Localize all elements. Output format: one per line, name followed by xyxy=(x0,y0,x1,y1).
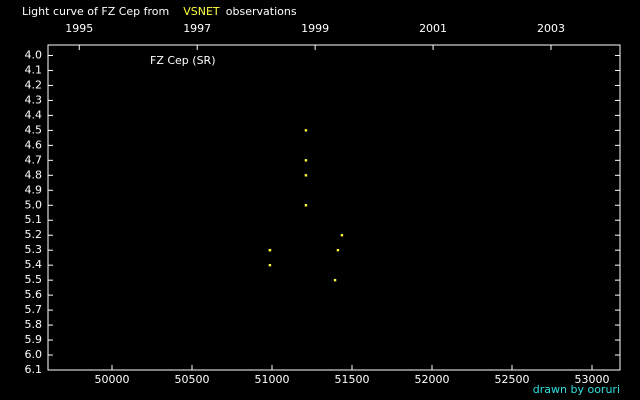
data-point xyxy=(304,174,308,177)
y-tick-label: 4.9 xyxy=(25,183,43,196)
x2-tick-label: 1995 xyxy=(65,22,93,35)
x-tick-label: 51000 xyxy=(255,373,290,386)
y-tick-label: 5.8 xyxy=(25,318,43,331)
y-tick-label: 5.2 xyxy=(25,228,43,241)
y-tick-label: 4.6 xyxy=(25,138,43,151)
y-tick-label: 5.3 xyxy=(25,243,43,256)
x-tick-label: 50500 xyxy=(175,373,210,386)
data-point xyxy=(268,263,272,267)
x2-tick-label: 1999 xyxy=(301,22,329,35)
chart-title: Light curve of FZ Cep from VSNET observati… xyxy=(22,5,297,18)
x2-tick-label: 2003 xyxy=(537,22,565,35)
credit: drawn by ooruri xyxy=(533,383,620,396)
x-tick-label: 52500 xyxy=(495,373,530,386)
x2-tick-label: 1997 xyxy=(183,22,211,35)
data-point xyxy=(304,129,308,132)
x-tick-label: 50000 xyxy=(95,373,130,386)
y-tick-label: 4.5 xyxy=(25,123,43,136)
plot-frame xyxy=(47,44,621,371)
y-tick-label: 4.1 xyxy=(25,63,43,76)
y-tick-label: 4.0 xyxy=(25,48,43,61)
data-point xyxy=(304,159,308,162)
title-main: Light curve of FZ Cep from xyxy=(22,5,169,18)
y-tick-label: 5.5 xyxy=(25,273,43,286)
data-point xyxy=(268,248,272,252)
y-tick-label: 6.0 xyxy=(25,348,43,361)
y-tick-label: 5.7 xyxy=(25,303,43,316)
y-tick-label: 6.1 xyxy=(25,363,43,376)
title-suffix: observations xyxy=(226,5,297,18)
data-point xyxy=(336,248,340,252)
star-label: FZ Cep (SR) xyxy=(150,54,216,67)
y-tick-label: 5.0 xyxy=(25,198,43,211)
y-tick-label: 4.2 xyxy=(25,78,43,91)
data-point xyxy=(333,278,337,282)
title-source: VSNET xyxy=(183,5,220,18)
y-tick-label: 5.6 xyxy=(25,288,43,301)
y-tick-label: 4.7 xyxy=(25,153,43,166)
data-point xyxy=(340,234,344,237)
x-tick-label: 51500 xyxy=(335,373,370,386)
x2-tick-label: 2001 xyxy=(419,22,447,35)
x-tick-label: 53000 xyxy=(575,373,610,386)
y-tick-label: 4.4 xyxy=(25,108,43,121)
y-tick-label: 4.8 xyxy=(25,168,43,181)
y-tick-label: 4.3 xyxy=(25,93,43,106)
y-tick-label: 5.9 xyxy=(25,333,43,346)
x-tick-label: 52000 xyxy=(415,373,450,386)
y-tick-label: 5.1 xyxy=(25,213,43,226)
y-tick-label: 5.4 xyxy=(25,258,43,271)
data-point xyxy=(304,204,308,207)
